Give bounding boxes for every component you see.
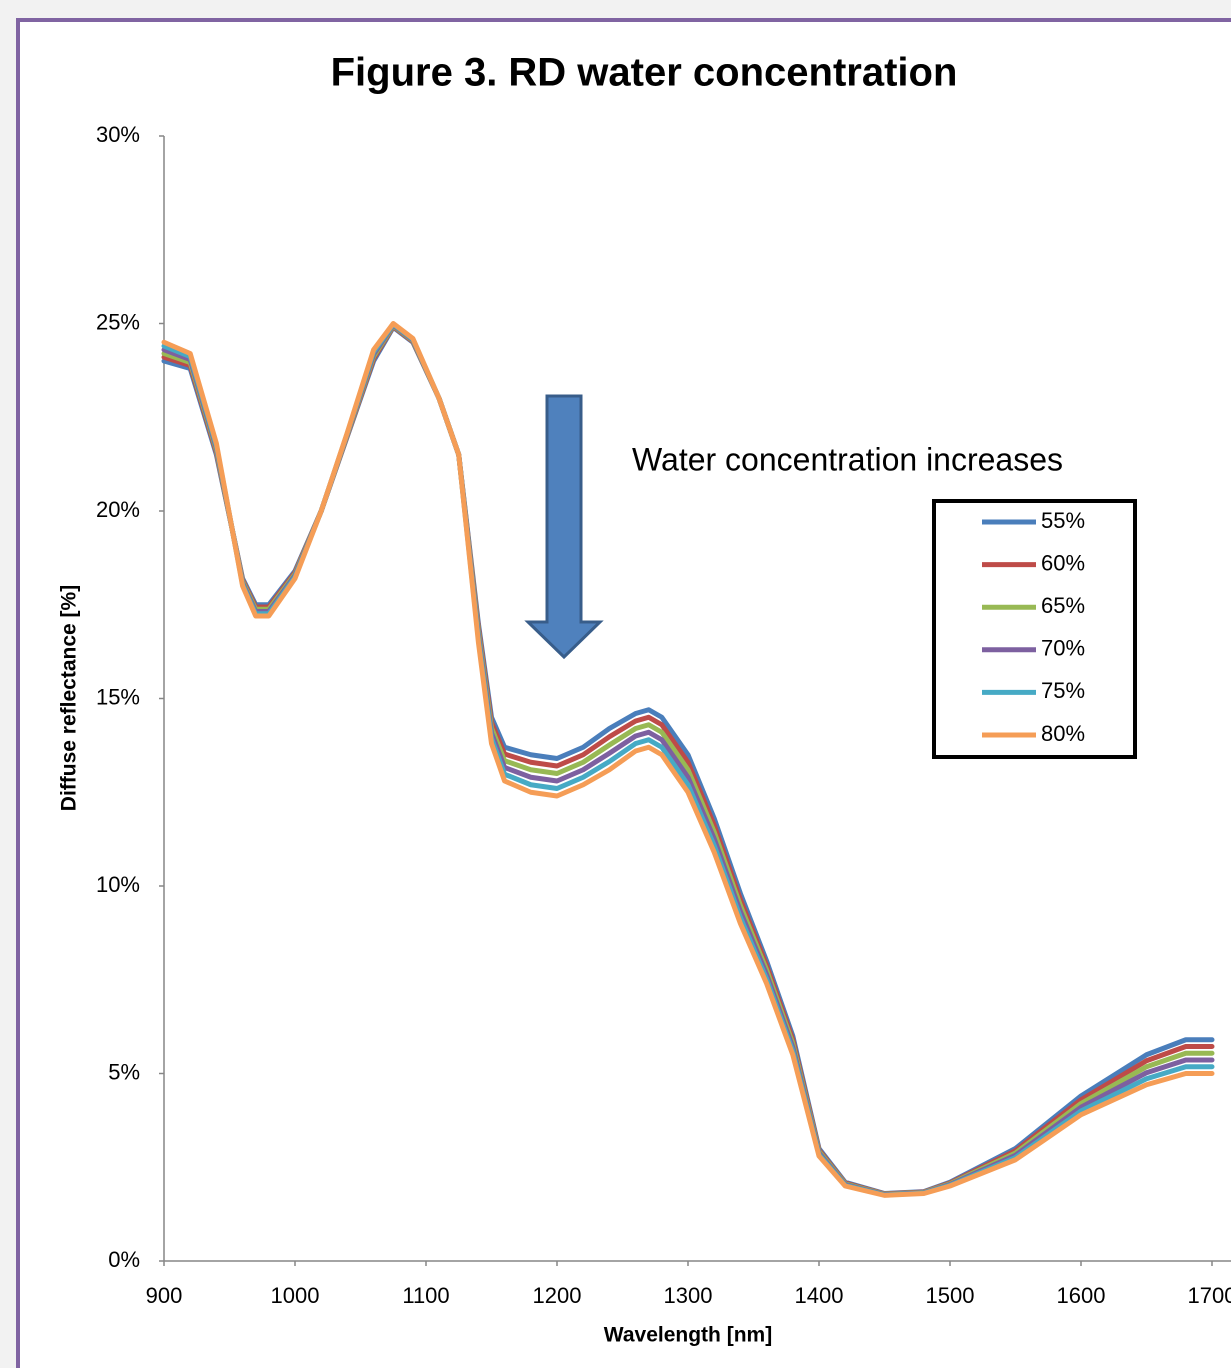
legend-label: 80% [1041,721,1085,746]
y-axis-label: Diffuse reflectance [%] [58,585,81,811]
arrow [524,394,604,660]
annotation: Water concentration increases [632,441,1063,477]
x-tick-label: 1300 [664,1283,713,1308]
y-tick-label: 30% [96,122,140,147]
y-tick-label: 15% [96,684,140,709]
y-tick-label: 10% [96,872,140,897]
x-axis-label: Wavelength [nm] [604,1324,772,1347]
x-tick-label: 1400 [795,1283,844,1308]
x-tick-label: 1200 [533,1283,582,1308]
y-tick-label: 20% [96,497,140,522]
x-tick-label: 900 [146,1283,183,1308]
x-tick-label: 1700 [1188,1283,1231,1308]
x-tick-label: 1000 [271,1283,320,1308]
x-tick-label: 1100 [402,1283,449,1308]
legend [932,499,1137,759]
legend-label: 75% [1041,678,1085,703]
y-tick-label: 5% [108,1059,140,1084]
y-tick-label: 0% [108,1247,140,1272]
x-tick-label: 1600 [1057,1283,1106,1308]
legend-label: 65% [1041,593,1085,618]
chart-title: Figure 3. RD water concentration [331,51,958,95]
legend-label: 60% [1041,550,1085,575]
legend-label: 55% [1041,508,1085,533]
legend-label: 70% [1041,636,1085,661]
series-line [161,321,1215,1198]
x-tick-label: 1500 [926,1283,975,1308]
y-tick-label: 25% [96,309,140,334]
